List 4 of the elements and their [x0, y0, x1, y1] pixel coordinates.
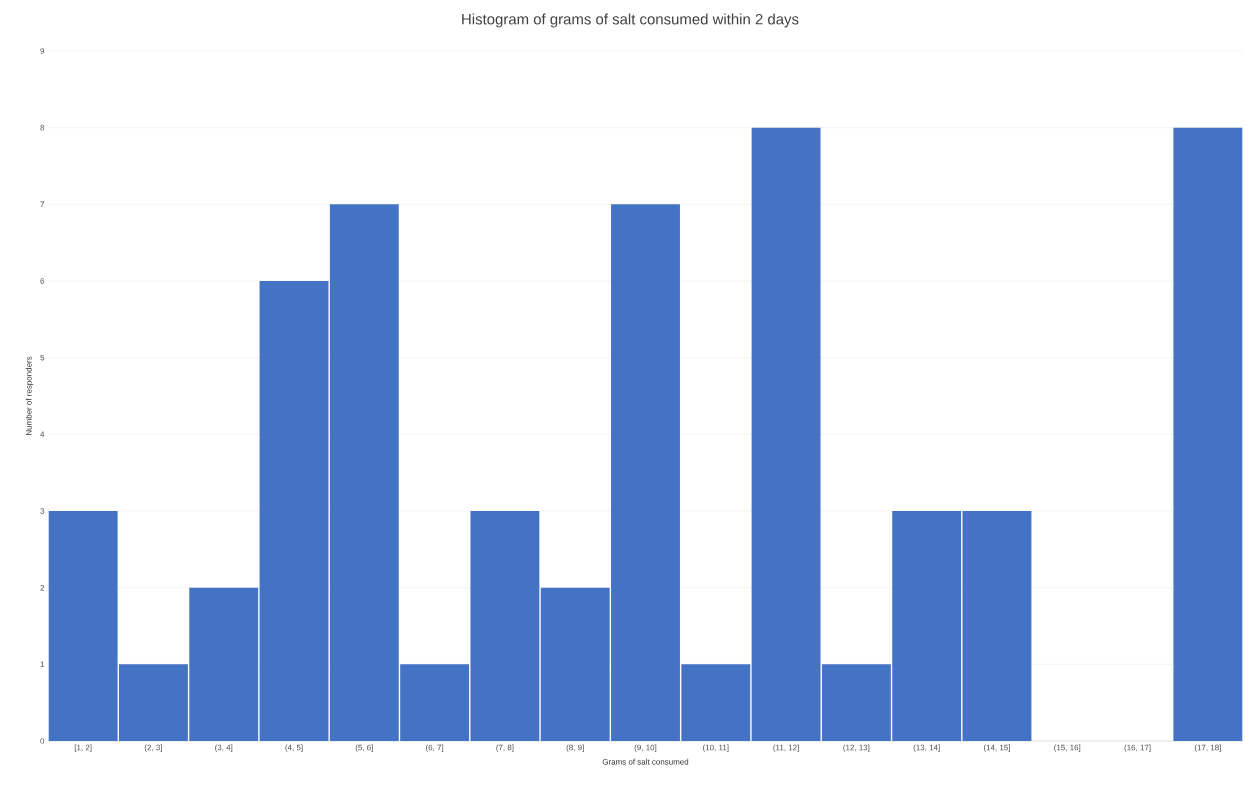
bar [962, 511, 1032, 741]
bar [1173, 127, 1243, 741]
chart-title: Histogram of grams of salt consumed within 2 days [462, 13, 799, 28]
bar [259, 281, 329, 741]
